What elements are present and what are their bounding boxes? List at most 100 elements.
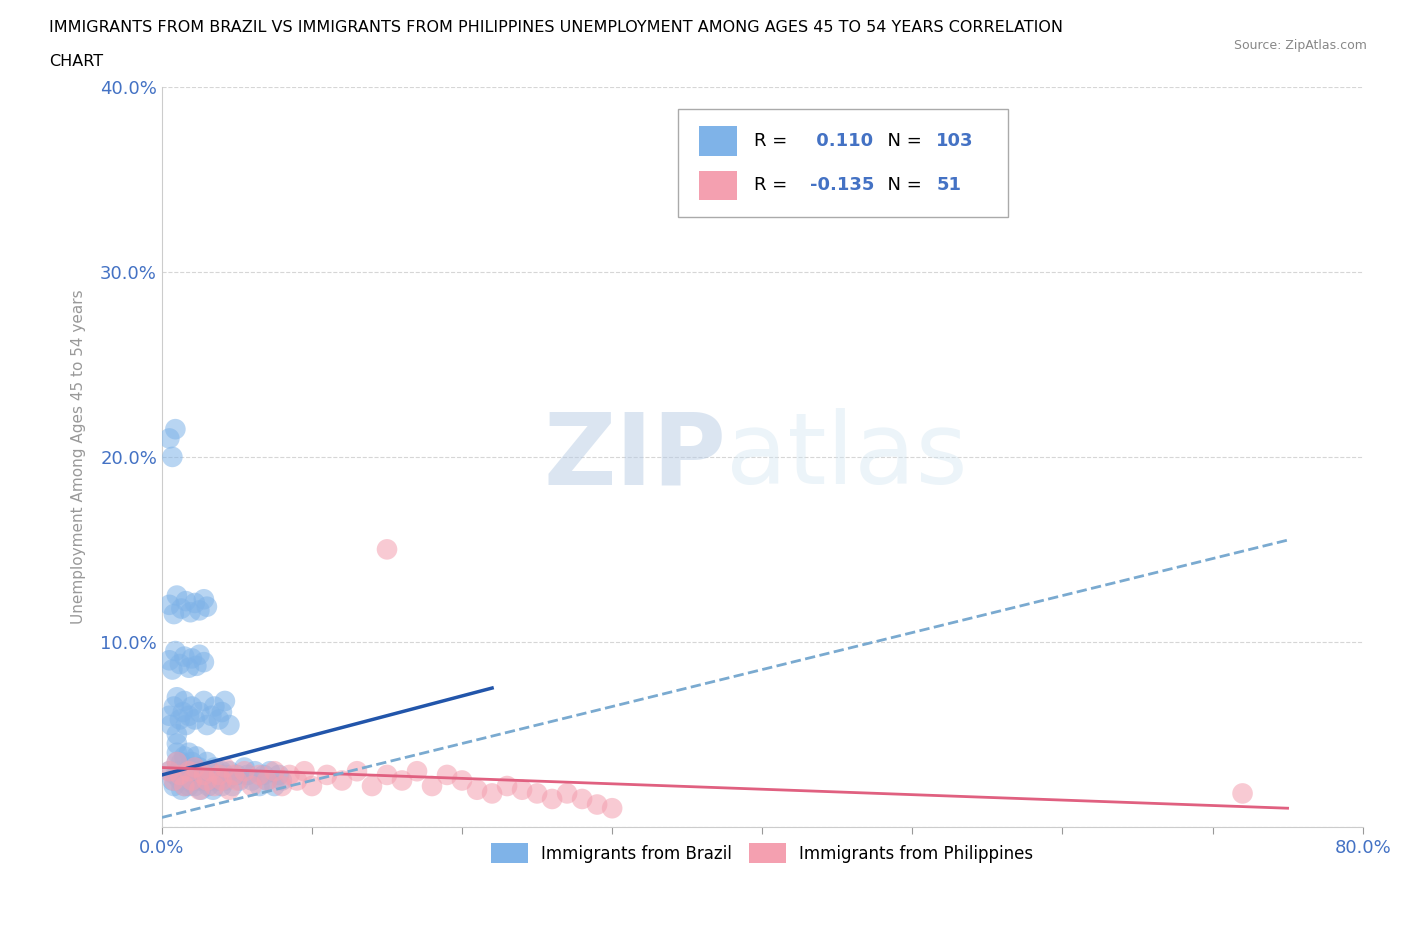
Point [170, 754, 193, 769]
Point [406, 764, 429, 778]
Bar [699, 171, 737, 200]
Point [157, 709, 180, 724]
Point [188, 603, 211, 618]
Point [186, 658, 208, 673]
Text: Source: ZipAtlas.com: Source: ZipAtlas.com [1233, 39, 1367, 52]
Bar [699, 126, 737, 156]
Point [263, 778, 285, 793]
Point [157, 764, 180, 778]
Point [184, 712, 207, 727]
Point [294, 764, 316, 778]
Point [214, 767, 236, 782]
Point [555, 786, 578, 801]
Point [186, 749, 208, 764]
Point [179, 760, 201, 775]
Point [173, 749, 195, 764]
Point [1232, 786, 1254, 801]
Point [481, 786, 503, 801]
Point [180, 651, 202, 666]
Point [330, 773, 353, 788]
Point [166, 588, 188, 603]
Point [174, 718, 197, 733]
Point [200, 773, 222, 788]
Point [163, 773, 186, 788]
Point [195, 773, 218, 788]
FancyBboxPatch shape [678, 110, 1008, 217]
Point [253, 767, 276, 782]
Point [285, 773, 308, 788]
Point [163, 606, 186, 621]
Text: N =: N = [876, 177, 928, 194]
Text: 51: 51 [936, 177, 962, 194]
Point [218, 782, 240, 797]
Point [202, 760, 225, 775]
Y-axis label: Unemployment Among Ages 45 to 54 years: Unemployment Among Ages 45 to 54 years [72, 289, 86, 624]
Point [188, 705, 211, 720]
Point [180, 767, 202, 782]
Point [195, 754, 218, 769]
Point [173, 778, 195, 793]
Point [496, 778, 519, 793]
Point [256, 773, 278, 788]
Point [169, 657, 191, 671]
Point [180, 699, 202, 714]
Point [214, 694, 236, 709]
Point [301, 778, 323, 793]
Point [218, 718, 240, 733]
Point [451, 773, 474, 788]
Point [208, 712, 231, 727]
Point [214, 760, 236, 775]
Point [211, 773, 233, 788]
Point [177, 660, 200, 675]
Point [174, 593, 197, 608]
Point [208, 767, 231, 782]
Point [169, 712, 191, 727]
Point [162, 773, 184, 788]
Point [221, 778, 243, 793]
Point [222, 767, 245, 782]
Text: IMMIGRANTS FROM BRAZIL VS IMMIGRANTS FROM PHILIPPINES UNEMPLOYMENT AMONG AGES 45: IMMIGRANTS FROM BRAZIL VS IMMIGRANTS FRO… [49, 20, 1063, 35]
Point [163, 778, 186, 793]
Point [278, 767, 301, 782]
Point [193, 591, 215, 606]
Point [205, 767, 228, 782]
Point [166, 745, 188, 760]
Point [183, 773, 205, 788]
Point [229, 773, 252, 788]
Point [249, 767, 271, 782]
Text: CHART: CHART [49, 54, 103, 69]
Point [170, 782, 193, 797]
Point [361, 778, 384, 793]
Point [259, 764, 281, 778]
Point [436, 767, 458, 782]
Point [157, 597, 180, 612]
Point [197, 778, 219, 793]
Point [170, 601, 193, 616]
Point [169, 767, 191, 782]
Point [184, 764, 207, 778]
Point [188, 773, 211, 788]
Point [375, 767, 398, 782]
Point [190, 782, 212, 797]
Point [202, 699, 225, 714]
Point [166, 690, 188, 705]
Point [166, 727, 188, 742]
Point [240, 773, 263, 788]
Point [541, 791, 564, 806]
Point [180, 773, 202, 788]
Point [177, 764, 200, 778]
Point [195, 718, 218, 733]
Point [193, 694, 215, 709]
Point [586, 797, 609, 812]
Point [218, 764, 240, 778]
Point [157, 764, 180, 778]
Point [184, 595, 207, 610]
Point [267, 767, 290, 782]
Point [165, 644, 187, 658]
Text: 0.110: 0.110 [810, 132, 873, 150]
Point [271, 773, 294, 788]
Point [174, 764, 197, 778]
Point [215, 773, 238, 788]
Point [346, 764, 368, 778]
Point [195, 599, 218, 614]
